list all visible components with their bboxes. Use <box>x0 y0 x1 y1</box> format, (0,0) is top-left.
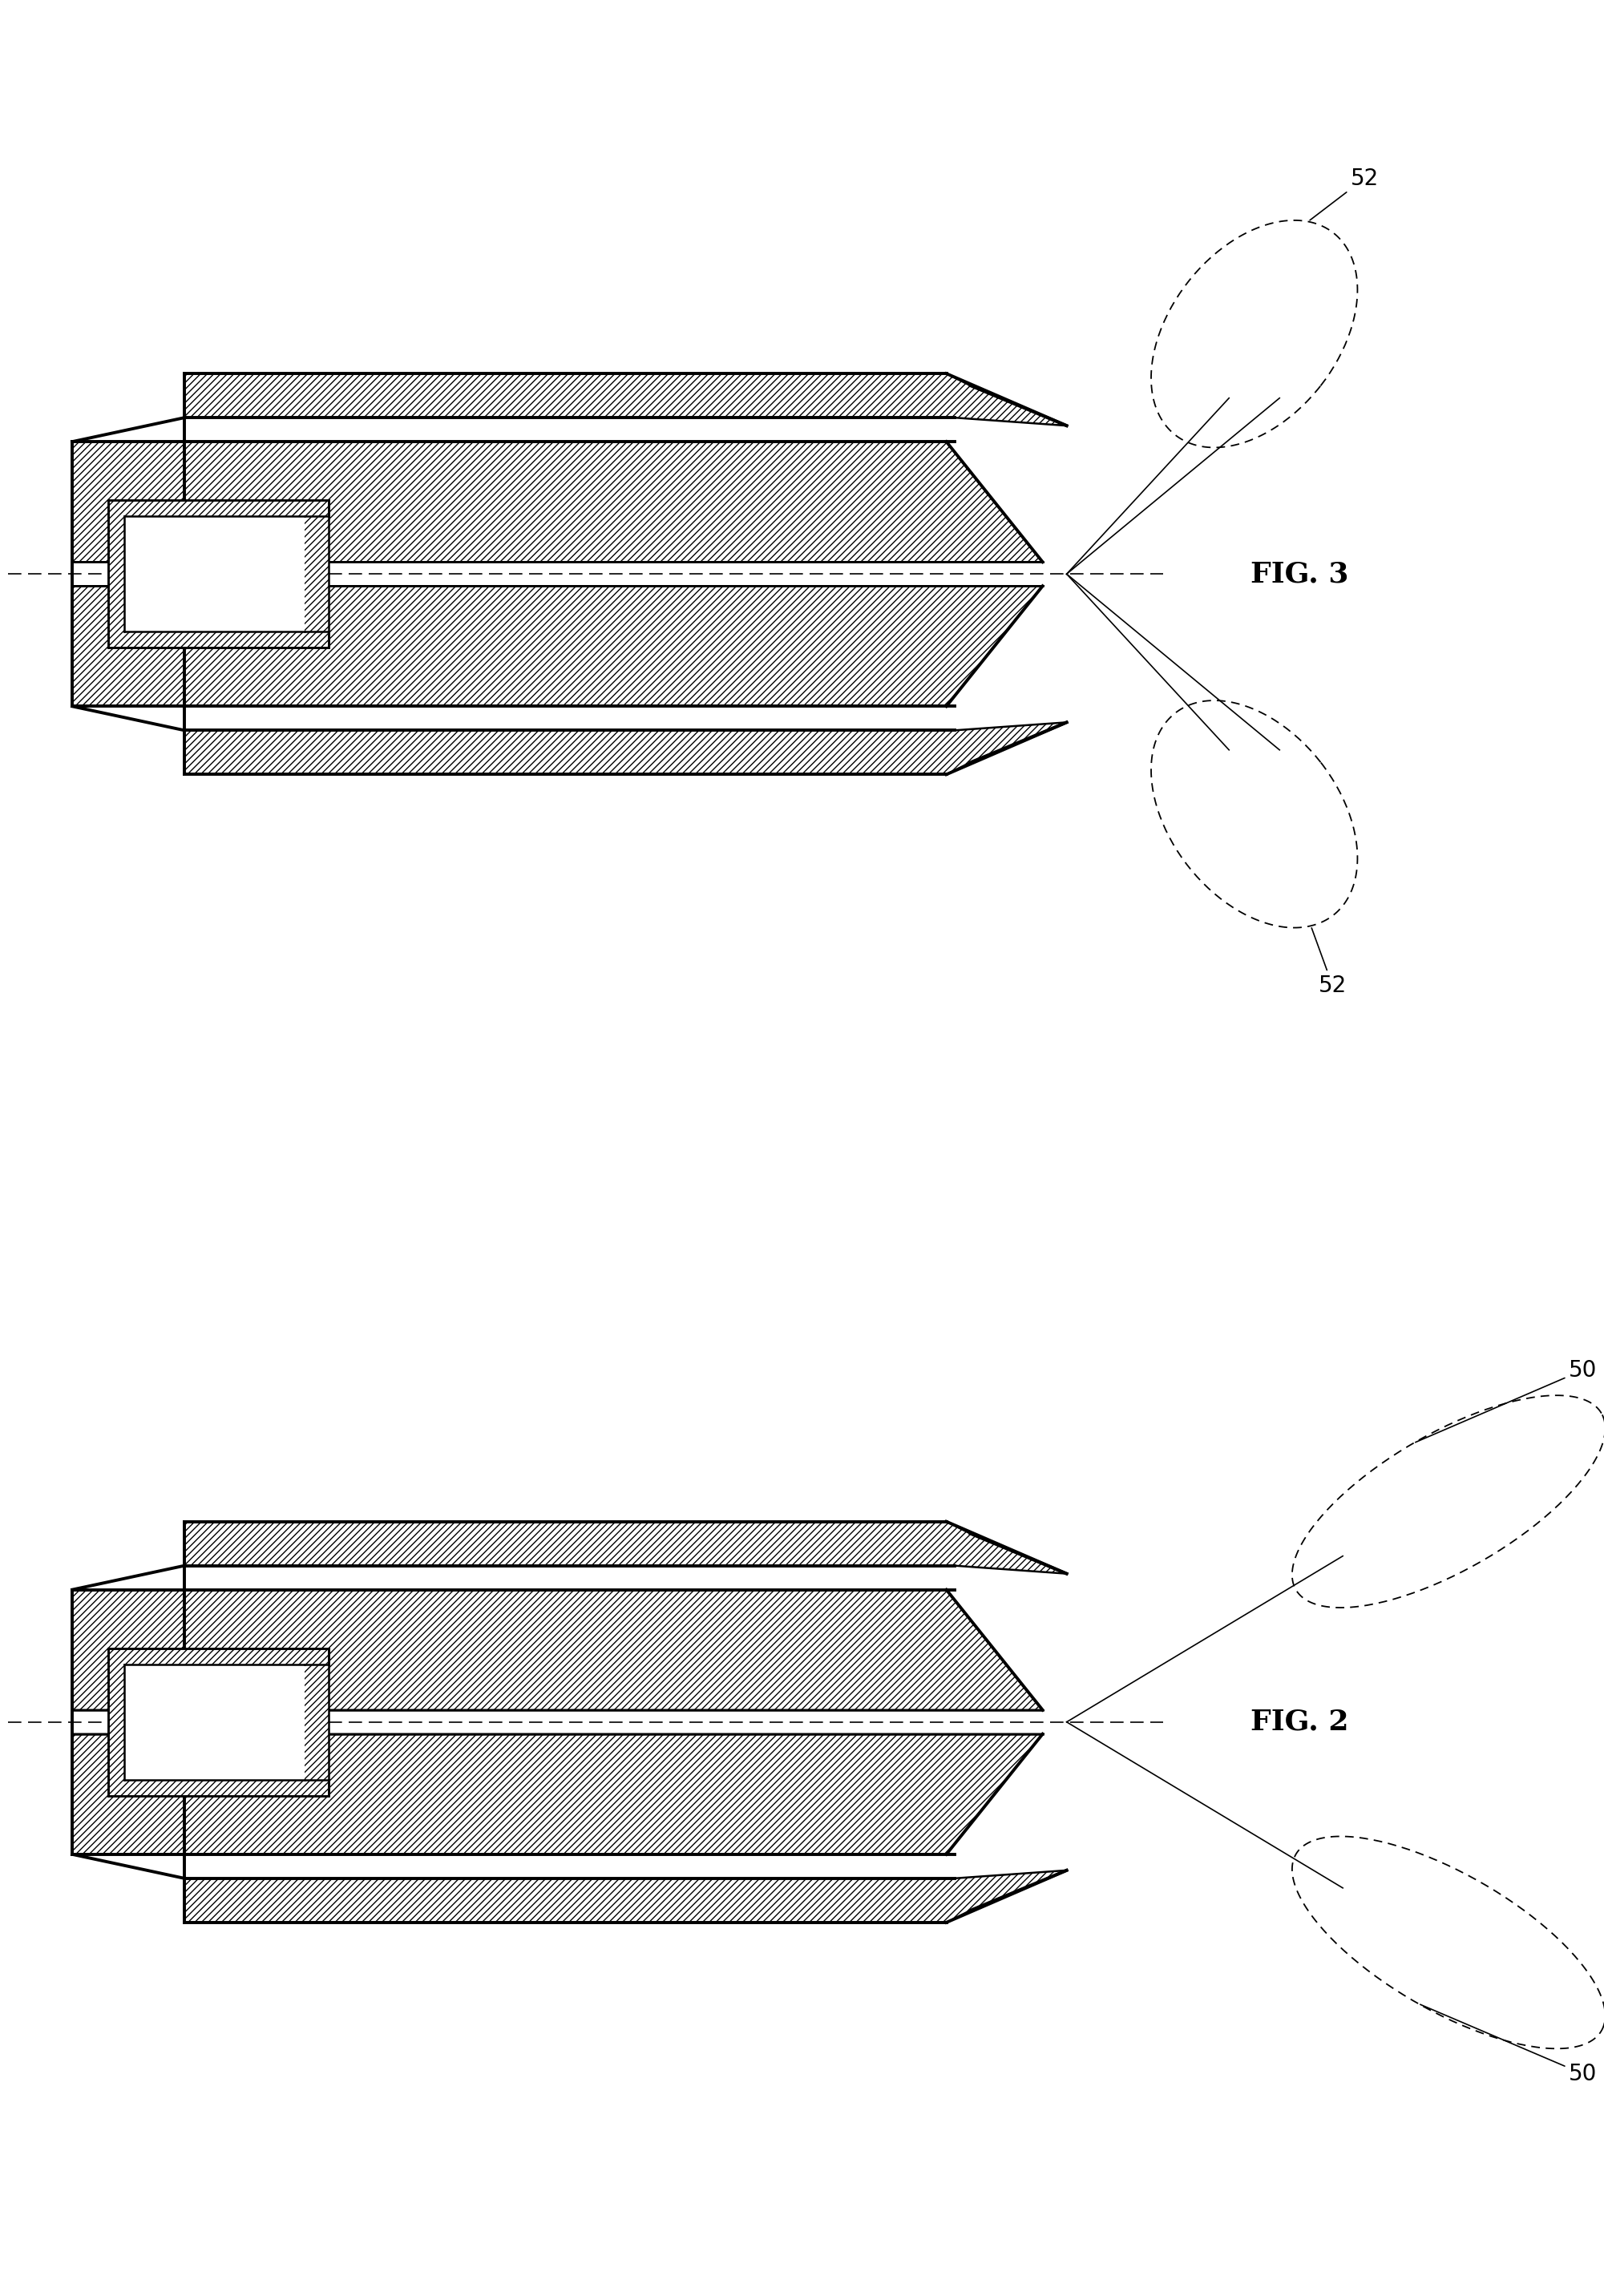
Text: 52: 52 <box>1312 928 1347 996</box>
Polygon shape <box>184 1522 1067 1573</box>
Polygon shape <box>184 374 1067 425</box>
Text: 50: 50 <box>1415 1359 1598 1442</box>
Polygon shape <box>72 418 954 441</box>
Polygon shape <box>72 707 954 730</box>
Polygon shape <box>125 1665 305 1779</box>
Polygon shape <box>109 501 329 647</box>
Polygon shape <box>184 1871 1067 1922</box>
Polygon shape <box>125 517 305 631</box>
Polygon shape <box>72 1566 954 1589</box>
Polygon shape <box>72 1589 1043 1711</box>
Polygon shape <box>109 1649 329 1795</box>
Text: 50: 50 <box>1420 2004 1598 2085</box>
Polygon shape <box>72 585 1043 707</box>
Polygon shape <box>72 1855 954 1878</box>
Polygon shape <box>72 441 1043 563</box>
Polygon shape <box>184 723 1067 774</box>
Text: FIG. 2: FIG. 2 <box>1250 1708 1349 1736</box>
Polygon shape <box>72 1733 1043 1855</box>
Text: 52: 52 <box>1310 168 1379 220</box>
Text: FIG. 3: FIG. 3 <box>1250 560 1349 588</box>
